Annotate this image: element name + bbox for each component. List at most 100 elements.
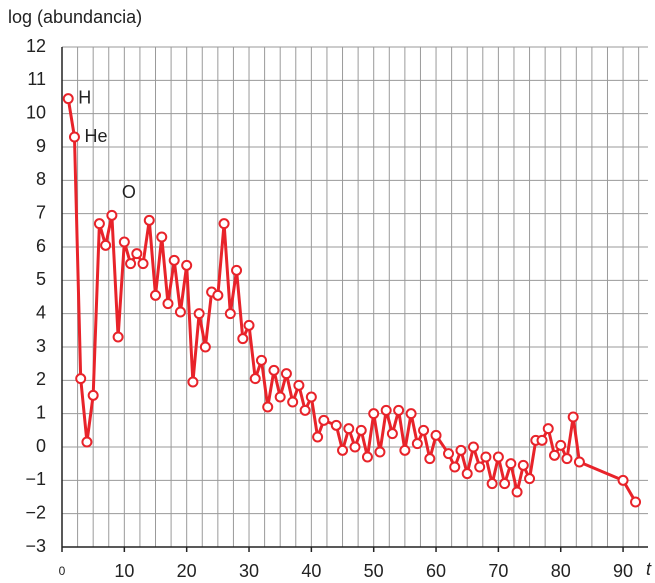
y-tick-label: 3	[36, 336, 46, 356]
data-point	[312, 431, 324, 443]
data-point	[168, 254, 180, 266]
data-point	[125, 258, 137, 270]
data-point	[548, 449, 560, 461]
data-point	[561, 453, 573, 465]
data-point	[368, 408, 380, 420]
y-axis-label: log (abundancia)	[8, 7, 142, 27]
data-point	[393, 404, 405, 416]
x-tick-label: 40	[301, 561, 321, 581]
data-point	[137, 258, 149, 270]
y-tick-label: 9	[36, 136, 46, 156]
annotation: He	[84, 126, 107, 146]
data-point	[405, 408, 417, 420]
data-point	[299, 404, 311, 416]
data-point	[349, 441, 361, 453]
data-point	[131, 248, 143, 260]
x-tick-label: 20	[177, 561, 197, 581]
data-point	[567, 411, 579, 423]
data-point	[100, 239, 112, 251]
data-point	[287, 396, 299, 408]
data-point	[268, 364, 280, 376]
data-point	[499, 478, 511, 490]
data-point	[249, 373, 261, 385]
data-point	[280, 368, 292, 380]
data-point	[486, 478, 498, 490]
data-point	[418, 424, 430, 436]
data-point	[536, 434, 548, 446]
data-point	[443, 448, 455, 460]
y-tick-label: −1	[25, 469, 46, 489]
data-point	[199, 341, 211, 353]
data-point	[492, 451, 504, 463]
data-point	[361, 451, 373, 463]
data-point	[305, 391, 317, 403]
data-point	[112, 331, 124, 343]
data-point	[181, 259, 193, 271]
data-point	[399, 444, 411, 456]
data-point	[630, 496, 642, 508]
y-tick-label: 7	[36, 202, 46, 222]
data-point	[517, 459, 529, 471]
data-point	[555, 439, 567, 451]
data-point	[156, 231, 168, 243]
data-point	[467, 441, 479, 453]
data-point	[424, 453, 436, 465]
data-point	[573, 456, 585, 468]
data-point	[224, 308, 236, 320]
data-point	[318, 414, 330, 426]
y-tick-label: 5	[36, 269, 46, 289]
y-tick-label: 4	[36, 302, 46, 322]
x-tick-label: 60	[426, 561, 446, 581]
data-point	[505, 458, 517, 470]
y-tick-label: −3	[25, 536, 46, 556]
y-tick-label: 1	[36, 402, 46, 422]
data-point	[68, 131, 80, 143]
data-point	[380, 404, 392, 416]
x-axis-label: t	[646, 559, 652, 579]
data-point	[231, 264, 243, 276]
data-point	[430, 429, 442, 441]
data-point	[255, 354, 267, 366]
data-point	[343, 423, 355, 435]
x-tick-label: 90	[613, 561, 633, 581]
data-point	[118, 236, 130, 248]
data-point	[106, 209, 118, 221]
data-point	[274, 391, 286, 403]
y-tick-label: 2	[36, 369, 46, 389]
y-tick-label: −2	[25, 502, 46, 522]
data-point	[87, 389, 99, 401]
data-point	[411, 438, 423, 450]
y-tick-label: 0	[36, 436, 46, 456]
data-point	[374, 446, 386, 458]
y-tick-label: 11	[27, 69, 46, 89]
x-tick-label: 10	[114, 561, 134, 581]
data-point	[511, 486, 523, 498]
data-point	[480, 451, 492, 463]
annotation: H	[78, 87, 91, 107]
data-point	[617, 474, 629, 486]
data-point	[218, 218, 230, 230]
data-point	[524, 473, 536, 485]
annotation: O	[122, 182, 136, 202]
x-tick-label: 80	[551, 561, 571, 581]
y-tick-label: 12	[26, 36, 46, 56]
data-point	[193, 308, 205, 320]
data-point	[237, 333, 249, 345]
data-point	[355, 424, 367, 436]
data-point	[143, 214, 155, 226]
data-point	[542, 423, 554, 435]
x-tick-label: 50	[364, 561, 384, 581]
data-point	[62, 93, 74, 105]
data-point	[212, 289, 224, 301]
x-tick-label: 70	[488, 561, 508, 581]
data-point	[330, 419, 342, 431]
data-point	[174, 306, 186, 318]
data-point	[474, 461, 486, 473]
data-point	[75, 373, 87, 385]
data-point	[262, 401, 274, 413]
data-point	[162, 298, 174, 310]
data-point	[150, 289, 162, 301]
data-point	[337, 444, 349, 456]
x-tick-label: 30	[239, 561, 259, 581]
